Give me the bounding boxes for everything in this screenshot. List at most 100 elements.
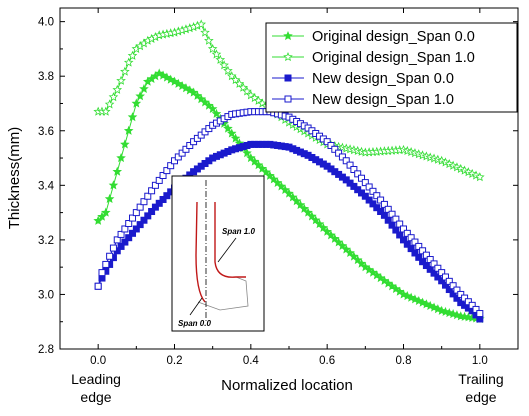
series-point — [422, 251, 430, 259]
legend-label: New design_Span 1.0 — [312, 92, 454, 108]
series-point — [276, 181, 287, 191]
series-point — [476, 310, 484, 318]
series-point — [121, 225, 129, 233]
y-tick-label: 2.8 — [38, 344, 54, 356]
series-point — [242, 86, 252, 96]
series-point — [140, 198, 148, 206]
series-point — [234, 78, 245, 88]
y-tick-label: 3.0 — [38, 289, 54, 301]
series-point — [174, 153, 182, 161]
series-layer — [93, 19, 485, 324]
series-4 — [94, 108, 484, 318]
series-point — [132, 225, 140, 233]
series-point — [331, 145, 339, 153]
x-axis: 0.0 0.2 0.4 0.6 0.8 1.0 — [59, 8, 519, 367]
series-point — [349, 251, 359, 261]
series-point — [139, 83, 149, 94]
series-point — [303, 207, 313, 217]
series-point — [441, 281, 449, 289]
series-point — [167, 162, 175, 170]
series-point — [136, 203, 144, 211]
x-axis-label: Normalized location — [221, 377, 353, 394]
series-point — [361, 179, 369, 187]
series-point — [453, 286, 461, 294]
series-point — [116, 152, 126, 163]
series-point — [129, 214, 137, 222]
series-point — [415, 242, 423, 250]
series-point — [392, 226, 400, 234]
series-point — [112, 84, 123, 94]
series-point — [461, 294, 469, 302]
series-point — [132, 209, 140, 217]
series-point — [223, 65, 233, 75]
series-point — [108, 92, 119, 102]
series-point — [101, 207, 111, 217]
leading-edge-label-line1: Leading — [71, 371, 121, 387]
series-point — [377, 196, 385, 204]
series-point — [253, 160, 264, 170]
series-point — [116, 75, 126, 85]
series-point — [226, 71, 237, 81]
legend-entry: New design_Span 0.0 — [272, 71, 454, 87]
legend-label: New design_Span 0.0 — [312, 71, 454, 87]
legend-marker — [283, 51, 293, 62]
inset-blade-curve — [195, 201, 246, 303]
legend-marker — [284, 95, 292, 103]
x-tick-label: 0.4 — [243, 355, 260, 367]
series-point — [354, 170, 362, 178]
series-point — [419, 247, 427, 255]
series-point — [327, 141, 335, 149]
series-point — [230, 133, 241, 143]
series-point — [449, 282, 457, 290]
series-point — [200, 27, 210, 37]
series-point — [215, 54, 226, 64]
series-point — [392, 215, 400, 223]
series-point — [98, 269, 106, 277]
series-point — [330, 233, 340, 243]
series-point — [163, 192, 171, 200]
series-point — [365, 196, 373, 204]
series-point — [144, 192, 152, 200]
series-point — [238, 82, 248, 92]
series-point — [117, 230, 125, 238]
series-point — [322, 226, 332, 236]
series-point — [163, 167, 171, 175]
series-point — [230, 74, 241, 85]
x-tick-label: 0.6 — [319, 355, 335, 367]
y-axis-label: Thickness(mm) — [6, 127, 23, 230]
series-point — [380, 200, 388, 208]
inset-span1-arrow — [217, 237, 237, 263]
x-tick-label: 0.2 — [167, 355, 183, 367]
series-line — [97, 111, 481, 314]
series-point — [407, 245, 415, 253]
y-tick-label: 3.6 — [38, 126, 54, 138]
y-tick-label: 3.4 — [38, 180, 55, 192]
series-point — [265, 170, 275, 180]
series-point — [131, 98, 142, 108]
series-point — [207, 103, 218, 114]
series-point — [159, 196, 167, 204]
series-point — [403, 229, 411, 237]
series-point — [108, 180, 119, 190]
series-point — [358, 174, 366, 182]
series-point — [341, 244, 352, 254]
series-point — [159, 171, 167, 179]
series-point — [299, 203, 310, 213]
series-point — [453, 294, 461, 302]
series-point — [136, 221, 144, 229]
series-point — [120, 66, 130, 76]
series-point — [109, 244, 117, 252]
series-line — [97, 143, 481, 320]
series-point — [338, 153, 346, 161]
series-point — [464, 298, 472, 306]
trailing-edge-label-line2: edge — [465, 389, 496, 405]
series-point — [223, 123, 233, 133]
series-point — [261, 167, 271, 177]
series-point — [422, 262, 430, 270]
series-point — [104, 99, 115, 109]
inset-span1-label: Span 1.0 — [222, 227, 255, 236]
series-point — [468, 301, 476, 309]
leading-edge-label-line2: edge — [80, 389, 111, 405]
legend-entries: Original design_Span 0.0 Original design_… — [272, 29, 475, 108]
